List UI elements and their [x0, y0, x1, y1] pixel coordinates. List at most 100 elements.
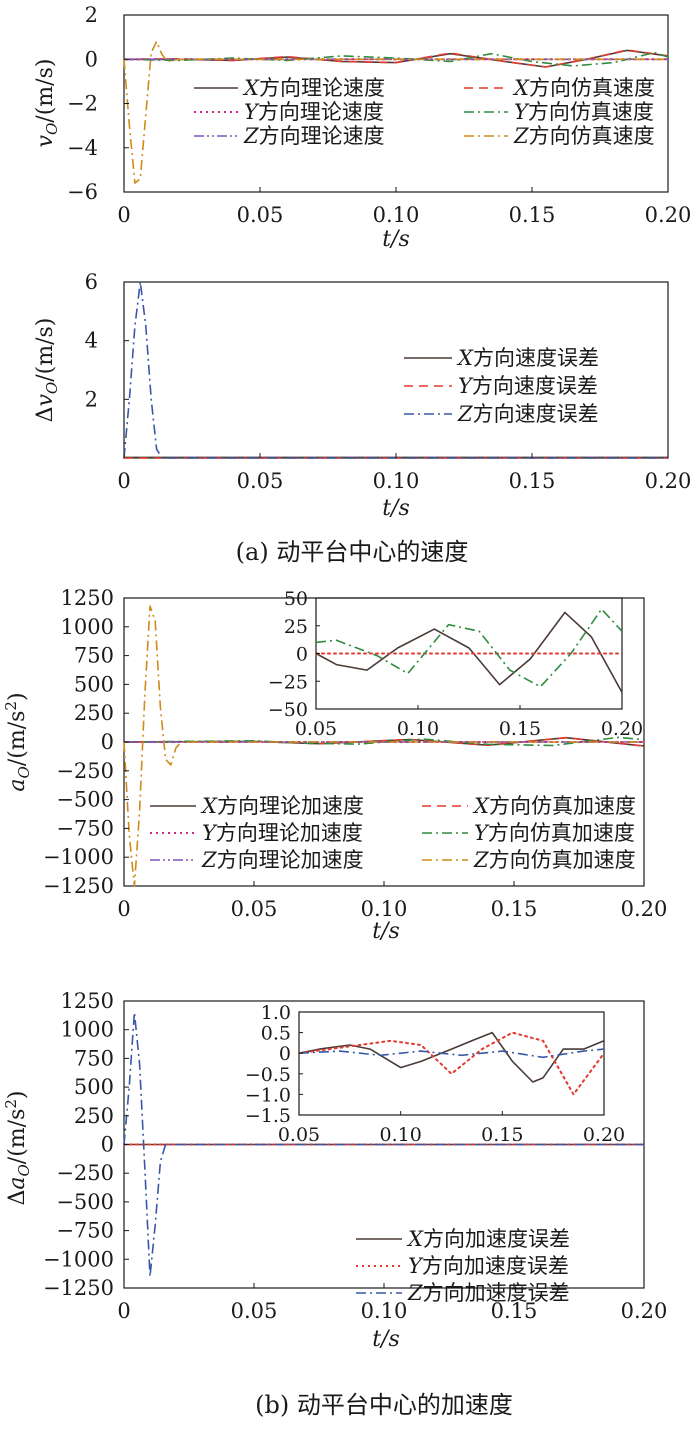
velocity-series-group: [123, 40, 669, 184]
a-y-tick-label: −1000: [43, 845, 114, 869]
a-y-tick-label: 750: [74, 644, 114, 668]
v-series-2-line: [123, 49, 669, 68]
da-y-tick-label: −1000: [43, 1247, 114, 1271]
v-legend-label: Z方向仿真速度: [513, 124, 655, 148]
v-legend-label: Y方向理论速度: [244, 100, 384, 124]
a_inset-x-tick-label: 0.05: [295, 718, 337, 740]
da-x-tick-label: 0.20: [621, 1299, 668, 1323]
da_inset-y-tick-label: 0: [279, 1043, 291, 1065]
acceleration-error-x-axis-label: t/s: [372, 1327, 400, 1352]
a_inset-x-tick-label: 0.10: [397, 718, 439, 740]
da-y-tick-label: 750: [74, 1046, 114, 1070]
da-y-tick-label: 0: [101, 1133, 114, 1157]
dv-x-tick-label: 0.20: [645, 469, 692, 493]
v-y-tick-label: −6: [67, 180, 98, 204]
da_inset-y-tick-label: −1.0: [245, 1084, 291, 1106]
velocity-error-x-axis-label: t/s: [382, 496, 410, 521]
a_inset-series-3-line: [315, 608, 623, 688]
v-x-tick-label: 0.05: [237, 203, 284, 227]
a-y-tick-label: −500: [56, 788, 114, 812]
da-y-tick-label: −750: [56, 1219, 114, 1243]
v-series-4-line: [123, 51, 669, 67]
a_inset-y-tick-label: −25: [268, 671, 308, 693]
dv-x-tick-label: 0.15: [509, 469, 556, 493]
dv-y-tick-label: 4: [85, 329, 98, 353]
acceleration-inset-chart: 0.05 0.10 0.15 0.20 50 25 0 −25 −50: [268, 588, 643, 740]
dv-legend-label: Y方向速度误差: [458, 374, 598, 398]
velocity-legend: X方向理论速度 X方向仿真速度 Y方向理论速度 Y方向仿真速度 Z方向理论速度 Z方向仿真…: [194, 76, 655, 148]
da_inset-x-tick-label: 0.05: [278, 1124, 320, 1146]
acceleration-chart: 0 0.05 0.10 0.15 0.20125010007505002500−250−…: [2, 586, 667, 944]
v-x-tick-label: 0: [117, 203, 130, 227]
dv-y-tick-label: 2: [85, 387, 98, 411]
acceleration-x-axis-label: t/s: [372, 919, 400, 944]
a-x-tick-label: 0.15: [491, 897, 538, 921]
acceleration-legend: X方向理论加速度 X方向仿真加速度 Y方向理论加速度 Y方向仿真加速度 Z方向理论加速度…: [150, 794, 636, 872]
da_inset-series-1-line: [298, 1031, 605, 1083]
a-y-tick-label: 500: [74, 672, 114, 696]
da-x-tick-label: 0.10: [361, 1299, 408, 1323]
da-y-tick-label: 500: [74, 1075, 114, 1099]
acceleration-inset-ticks: 0.05 0.10 0.15 0.20 50 25 0 −25 −50: [268, 588, 643, 740]
velocity-y-axis-label: vO/(m/s): [33, 59, 61, 148]
acceleration-error-chart: 0 0.05 0.10 0.15 0.20 1250 1000 750 500 250 0 −250 −…: [2, 989, 667, 1352]
v-y-tick-label: 0: [85, 47, 98, 71]
a-y-tick-label: 1250: [61, 586, 114, 610]
v-y-tick-label: −2: [67, 92, 98, 116]
da-y-tick-label: −1250: [43, 1276, 114, 1300]
acceleration-error-inset-chart: 0.05 0.10 0.15 0.20 1.00.50−0.5−1.0−1.5: [245, 1002, 625, 1146]
acceleration-series-group: [123, 605, 645, 887]
a-legend-label: X方向理论加速度: [200, 794, 364, 818]
acceleration-error-series-group: [123, 1011, 645, 1278]
da_inset-x-tick-label: 0.15: [481, 1124, 523, 1146]
acceleration-ticks: 0 0.05 0.10 0.15 0.20125010007505002500−250−…: [43, 586, 667, 921]
a_inset-x-tick-label: 0.20: [601, 718, 643, 740]
a_inset-y-tick-label: 0: [296, 644, 308, 666]
dv-legend-label: X方向速度误差: [456, 346, 599, 370]
dv-x-tick-label: 0.05: [237, 469, 284, 493]
da-x-tick-label: 0.15: [491, 1299, 538, 1323]
acceleration-error-legend: X方向加速度误差 Y方向加速度误差 Z方向加速度误差: [356, 1227, 570, 1305]
dv-legend-label: Z方向速度误差: [457, 402, 599, 426]
dv-x-tick-label: 0: [117, 469, 130, 493]
v-y-tick-label: −4: [67, 136, 98, 160]
a-x-tick-label: 0.10: [361, 897, 408, 921]
v-x-tick-label: 0.15: [509, 203, 556, 227]
da-x-tick-label: 0.05: [231, 1299, 278, 1323]
acceleration-error-inset-series-group: [298, 1031, 605, 1096]
a_inset-y-tick-label: −50: [268, 699, 308, 721]
v-legend-label: X方向理论速度: [242, 76, 385, 100]
a_inset-y-tick-label: 50: [284, 588, 308, 610]
velocity-error-series-group: [123, 281, 668, 459]
a-y-tick-label: −1250: [43, 874, 114, 898]
da-y-tick-label: 1000: [61, 1018, 114, 1042]
da_inset-x-tick-label: 0.10: [380, 1124, 422, 1146]
dv-series-3-line: [123, 281, 668, 459]
da_inset-series-3-line: [298, 1048, 605, 1059]
velocity-x-axis-label: t/s: [382, 227, 410, 252]
da-series-3-line: [123, 1011, 644, 1278]
a-legend-label: Y方向理论加速度: [202, 821, 363, 845]
acceleration-error-inset-frame: [298, 1011, 605, 1116]
acceleration-error-ticks: 0 0.05 0.10 0.15 0.20 1250 1000 750 500 250 0 −250 −…: [43, 989, 667, 1323]
velocity-error-y-axis-label: ΔvO/(m/s): [33, 318, 61, 423]
a-x-tick-label: 0: [117, 897, 130, 921]
da_inset-series-2-line: [298, 1031, 605, 1096]
da-legend-label: Z方向加速度误差: [407, 1281, 570, 1305]
a-legend-label: Y方向仿真加速度: [474, 821, 635, 845]
da_inset-y-tick-label: 1.0: [261, 1002, 291, 1024]
a-y-tick-label: 0: [101, 730, 114, 754]
a_inset-x-tick-label: 0.15: [499, 718, 541, 740]
acceleration-y-axis-label: aO/(m/s2): [2, 692, 33, 791]
acceleration-error-y-axis-label: ΔaO/(m/s2): [2, 1090, 33, 1205]
dv-y-tick-label: 6: [85, 270, 98, 294]
da-legend-label: Y方向加速度误差: [408, 1254, 569, 1278]
da_inset-y-tick-label: −0.5: [245, 1064, 291, 1086]
velocity-ticks: 0 0.05 0.10 0.15 0.20 2 0 −2 −4 −6: [67, 3, 691, 227]
v-legend-label: Z方向理论速度: [243, 124, 385, 148]
da_inset-y-tick-label: −1.5: [245, 1105, 291, 1127]
v-series-6-line: [123, 40, 668, 184]
da-y-tick-label: −250: [56, 1161, 114, 1185]
a-y-tick-label: 1000: [61, 615, 114, 639]
